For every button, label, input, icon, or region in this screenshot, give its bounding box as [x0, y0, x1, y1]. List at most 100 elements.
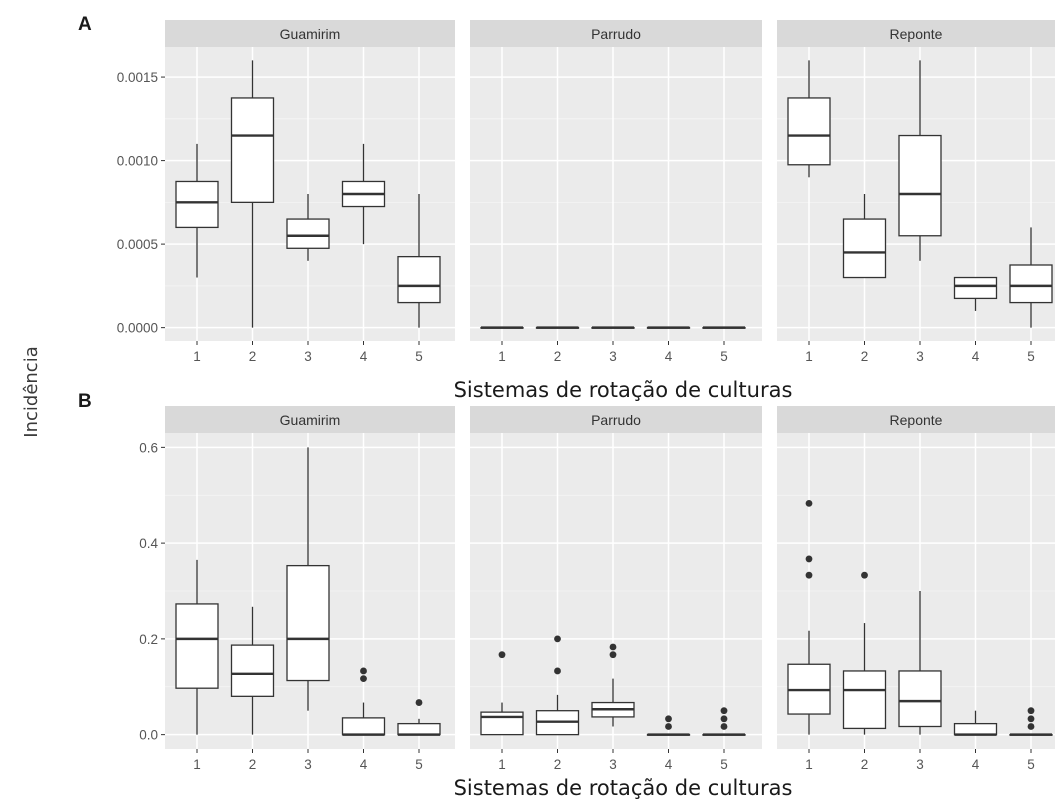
box-body [397, 255, 441, 304]
box-body [787, 97, 831, 166]
y-tick-label: 0.0005 [117, 237, 158, 252]
box-3 [591, 643, 635, 727]
box-2 [535, 326, 580, 329]
outlier-point [1027, 707, 1035, 715]
box-body [175, 603, 219, 689]
x-tick-label: 3 [609, 349, 617, 364]
outlier-point [720, 715, 728, 723]
x-tick-label: 2 [249, 757, 257, 772]
panel-a-tag: A [78, 14, 92, 35]
facet-strip [777, 20, 1055, 47]
outlier-point [360, 667, 367, 675]
outlier-point [554, 667, 561, 675]
x-tick-label: 4 [972, 349, 980, 364]
box-2 [535, 635, 580, 736]
facet-strip-label: Parrudo [591, 412, 641, 428]
facet-strip [165, 20, 455, 47]
facet-strip-label: Reponte [890, 26, 943, 42]
x-tick-label: 5 [720, 349, 728, 364]
x-tick-label: 1 [498, 349, 506, 364]
box-2 [230, 60, 275, 328]
panel-a-x-axis-title: Sistemas de rotação de culturas [454, 378, 793, 402]
box-2 [842, 571, 887, 735]
x-tick-label: 3 [304, 757, 312, 772]
box-body [230, 644, 275, 697]
outlier-point [720, 707, 728, 715]
facet-parrudo-b: Parrudo 1 2 3 4 5 [470, 406, 762, 772]
x-tick-label: 3 [916, 349, 924, 364]
box-1 [175, 143, 219, 278]
outlier-point [1027, 715, 1035, 723]
box-body [842, 218, 887, 279]
y-tick-label: 0.4 [139, 536, 158, 551]
box-body [286, 218, 330, 249]
facet-reponte-a: Reponte 1 2 3 4 5 [777, 20, 1055, 364]
x-tick-label: 2 [861, 757, 869, 772]
outlier-point [805, 499, 813, 507]
outlier-point [554, 635, 561, 643]
box-body [480, 711, 524, 736]
x-tick-label: 4 [665, 757, 673, 772]
outlier-point [609, 651, 617, 659]
box-5 [1009, 227, 1053, 328]
x-tick-label: 4 [972, 757, 980, 772]
outlier-point [861, 571, 868, 579]
box-4 [341, 143, 386, 245]
y-tick-label: 0.2 [139, 632, 158, 647]
facet-guamirim-a: Guamirim 1 2 3 4 5 [165, 20, 455, 364]
box-body [898, 134, 942, 237]
outlier-point [415, 699, 423, 706]
y-tick-label: 0.0010 [117, 154, 158, 169]
facet-guamirim-b: Guamirim 1 2 3 4 5 [165, 406, 455, 772]
x-tick-label: 4 [360, 349, 368, 364]
outlier-point [498, 651, 506, 659]
x-tick-label: 3 [609, 757, 617, 772]
facet-parrudo-a: Parrudo 1 2 3 4 5 [470, 20, 762, 364]
facet-strip-label: Guamirim [280, 26, 341, 42]
box-2 [230, 606, 275, 735]
y-tick-label: 0.0015 [117, 70, 158, 85]
box-body [842, 670, 887, 730]
outlier-point [1027, 723, 1035, 730]
x-tick-label: 2 [861, 349, 869, 364]
x-tick-label: 5 [1027, 757, 1035, 772]
panel-b-x-axis-title: Sistemas de rotação de culturas [454, 776, 793, 800]
box-4 [646, 326, 691, 329]
facet-strip [470, 20, 762, 47]
outlier-point [609, 643, 617, 651]
box-1 [787, 499, 831, 735]
outlier-point [665, 723, 672, 730]
facet-strip [777, 406, 1055, 433]
box-1 [480, 651, 524, 736]
x-tick-label: 3 [916, 757, 924, 772]
box-2 [842, 194, 887, 279]
outlier-point [665, 715, 672, 723]
box-body [953, 276, 998, 300]
x-tick-label: 2 [554, 349, 562, 364]
box-4 [953, 276, 998, 311]
facet-strip-label: Reponte [890, 412, 943, 428]
box-3 [286, 194, 330, 261]
box-5 [1009, 707, 1053, 736]
box-1 [787, 60, 831, 178]
box-1 [480, 326, 524, 329]
outlier-point [805, 571, 813, 579]
x-tick-label: 2 [249, 349, 257, 364]
box-4 [953, 710, 998, 736]
outlier-point [720, 723, 728, 730]
panel-b-tag: B [78, 391, 92, 412]
x-tick-label: 1 [805, 349, 813, 364]
outlier-point [360, 675, 367, 683]
box-3 [591, 326, 635, 329]
box-body [286, 564, 330, 682]
panel-background [470, 47, 762, 341]
box-4 [341, 667, 386, 736]
x-tick-label: 1 [193, 349, 201, 364]
facet-reponte-b: Reponte 1 2 3 4 5 [777, 406, 1055, 772]
x-tick-label: 1 [805, 757, 813, 772]
facet-strip [165, 406, 455, 433]
box-body [953, 722, 998, 736]
y-tick-label: 0.0000 [117, 321, 158, 336]
box-body [397, 722, 441, 736]
